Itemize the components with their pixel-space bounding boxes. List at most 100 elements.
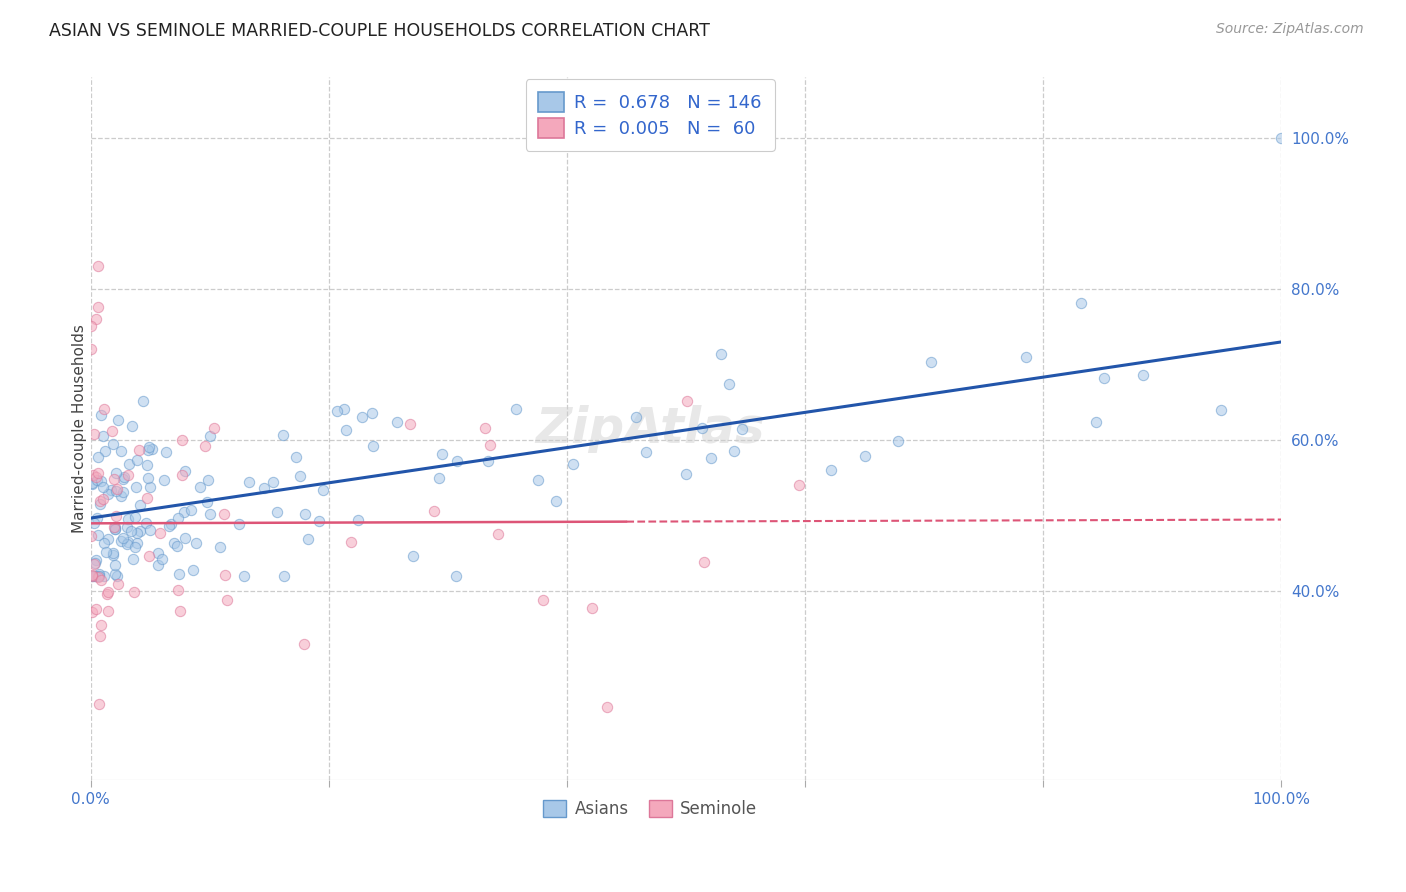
Point (167, 510, 190, 524)
Point (111, 531, 134, 545)
Point (820, 463, 842, 477)
Point (150, 552, 173, 566)
Point (118, 457, 141, 471)
Point (89, 494, 111, 508)
Point (1211, 403, 1233, 417)
Point (101, 424, 124, 438)
Point (198, 429, 221, 443)
Point (166, 582, 188, 597)
Point (335, 423, 357, 437)
Point (117, 535, 139, 549)
Point (284, 450, 307, 464)
Point (710, 347, 733, 361)
Point (723, 444, 745, 458)
Legend: Asians, Seminole: Asians, Seminole (536, 793, 763, 825)
Point (886, 434, 908, 449)
Point (146, 546, 169, 560)
Point (188, 480, 211, 494)
Point (112, 470, 135, 484)
Point (195, 494, 218, 508)
Point (101, 437, 124, 451)
Point (423, 504, 446, 518)
Point (215, 593, 238, 607)
Point (103, 472, 125, 486)
Point (214, 568, 236, 582)
Point (146, 558, 169, 573)
Point (125, 480, 148, 494)
Point (853, 449, 876, 463)
Point (273, 569, 295, 583)
Point (94, 545, 117, 559)
Point (238, 475, 260, 490)
Point (128, 443, 150, 458)
Point (527, 473, 550, 487)
Point (581, 600, 603, 615)
Point (117, 520, 139, 534)
Text: Source: ZipAtlas.com: Source: ZipAtlas.com (1216, 22, 1364, 37)
Point (93, 569, 115, 583)
Point (101, 548, 124, 562)
Point (87, 259, 110, 273)
Point (347, 513, 370, 527)
Point (212, 507, 235, 521)
Point (135, 516, 157, 531)
Point (292, 637, 315, 651)
Point (184, 536, 207, 550)
Point (121, 418, 143, 433)
Point (446, 453, 468, 467)
Point (308, 514, 330, 528)
Point (262, 475, 284, 489)
Point (120, 524, 142, 539)
Point (100, 483, 122, 497)
Point (124, 540, 146, 554)
Point (86, 511, 108, 525)
Point (105, 482, 128, 496)
Point (430, 448, 453, 462)
Point (699, 450, 721, 465)
Point (634, 445, 657, 459)
Point (87, 570, 110, 584)
Point (1015, 350, 1038, 364)
Point (104, 519, 127, 533)
Point (91, 479, 114, 493)
Point (89, 497, 111, 511)
Point (107, 413, 129, 427)
Point (90, 474, 112, 488)
Point (93, 444, 115, 458)
Point (110, 534, 132, 549)
Point (117, 468, 139, 483)
Point (87, 466, 110, 480)
Point (127, 536, 149, 550)
Point (202, 421, 225, 435)
Point (111, 485, 134, 500)
Point (208, 540, 231, 554)
Point (110, 489, 132, 503)
Point (233, 569, 256, 583)
Point (87, 300, 110, 314)
Point (531, 593, 554, 607)
Point (198, 507, 221, 521)
Point (84, 312, 107, 326)
Point (96, 532, 118, 546)
Point (920, 355, 942, 369)
Point (138, 441, 160, 455)
Point (167, 567, 190, 582)
Point (82, 468, 104, 483)
Point (173, 505, 195, 519)
Point (128, 524, 150, 539)
Point (127, 452, 149, 467)
Point (80, 475, 103, 490)
Point (104, 523, 127, 537)
Point (80, 318, 103, 333)
Point (387, 415, 409, 429)
Point (104, 466, 127, 480)
Point (97, 585, 120, 599)
Point (90, 573, 112, 587)
Point (83, 426, 105, 441)
Point (135, 458, 157, 472)
Point (122, 552, 145, 566)
Point (111, 472, 134, 486)
Point (546, 494, 568, 508)
Point (312, 483, 335, 497)
Point (141, 442, 163, 456)
